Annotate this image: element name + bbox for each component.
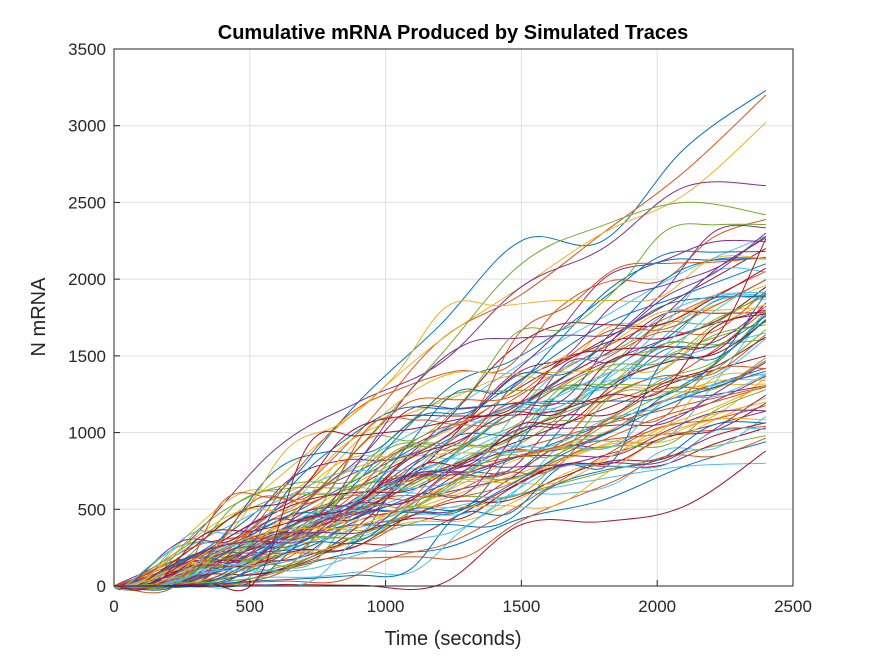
series-line bbox=[113, 295, 766, 589]
series-line bbox=[113, 237, 767, 588]
x-tick-label: 2000 bbox=[638, 597, 676, 616]
x-tick-label: 1000 bbox=[367, 597, 405, 616]
y-tick-label: 1500 bbox=[68, 347, 106, 366]
series-line bbox=[113, 239, 766, 591]
series-line bbox=[113, 320, 767, 591]
series-line bbox=[113, 373, 766, 590]
series-line bbox=[113, 319, 767, 587]
series-line bbox=[113, 257, 766, 588]
y-tick-label: 1000 bbox=[68, 424, 106, 443]
series-line bbox=[113, 394, 767, 590]
series-line bbox=[113, 370, 766, 588]
series-line bbox=[113, 257, 766, 591]
series-line bbox=[113, 238, 767, 592]
y-axis-label: N mRNA bbox=[28, 277, 50, 357]
x-tick-label: 2500 bbox=[774, 597, 812, 616]
series-line bbox=[113, 292, 767, 591]
series-line bbox=[113, 295, 767, 589]
y-tick-label: 3000 bbox=[68, 117, 106, 136]
series-line bbox=[113, 427, 766, 589]
series-line bbox=[113, 329, 767, 587]
series-traces bbox=[113, 90, 767, 594]
series-line bbox=[113, 181, 766, 587]
series-line bbox=[113, 296, 766, 590]
series-line bbox=[113, 278, 767, 588]
series-line bbox=[113, 324, 766, 590]
series-line bbox=[113, 417, 766, 589]
series-line bbox=[113, 201, 766, 587]
series-line bbox=[113, 338, 767, 590]
series-line bbox=[113, 271, 767, 588]
x-tick-label: 1500 bbox=[502, 597, 540, 616]
series-line bbox=[113, 256, 766, 594]
x-ticks: 0 500 1000 1500 2000 2500 bbox=[109, 580, 812, 616]
series-line bbox=[113, 267, 767, 589]
x-tick-label: 500 bbox=[236, 597, 264, 616]
y-tick-label: 3500 bbox=[68, 40, 106, 59]
series-line bbox=[113, 267, 766, 589]
series-line bbox=[113, 427, 766, 588]
series-line bbox=[113, 279, 767, 589]
series-line bbox=[113, 255, 766, 589]
y-tick-label: 0 bbox=[97, 577, 106, 596]
series-line bbox=[113, 122, 767, 587]
series-line bbox=[113, 374, 767, 587]
series-line bbox=[113, 232, 767, 589]
y-tick-label: 500 bbox=[78, 500, 106, 519]
y-tick-label: 2500 bbox=[68, 193, 106, 212]
series-line bbox=[113, 409, 766, 588]
series-line bbox=[113, 389, 767, 590]
x-tick-label: 0 bbox=[109, 597, 118, 616]
series-line bbox=[113, 402, 767, 588]
series-line bbox=[113, 303, 767, 590]
y-ticks: 0 500 1000 1500 2000 2500 3000 3500 bbox=[68, 40, 120, 596]
series-line bbox=[113, 284, 767, 587]
y-tick-label: 2000 bbox=[68, 270, 106, 289]
series-line bbox=[113, 236, 767, 590]
series-line bbox=[113, 311, 767, 588]
series-line bbox=[113, 291, 766, 589]
chart-title: Cumulative mRNA Produced by Simulated Tr… bbox=[218, 22, 689, 44]
x-axis-label: Time (seconds) bbox=[384, 628, 521, 650]
